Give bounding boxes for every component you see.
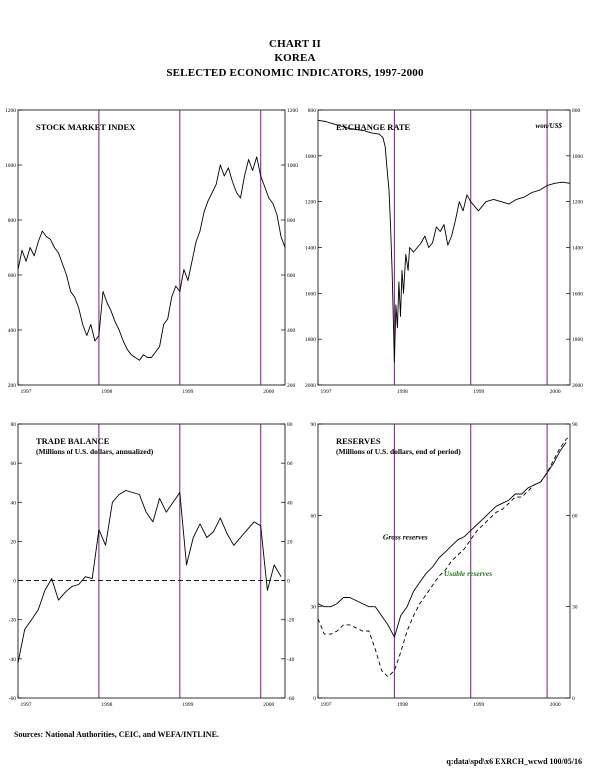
y-tick-label-left: 1000 — [305, 154, 316, 160]
x-tick-label: 1997 — [21, 389, 32, 395]
x-tick-label: 1997 — [321, 702, 332, 708]
y-tick-label-right: 60 — [287, 461, 293, 467]
plot-frame — [17, 423, 286, 699]
panel-title: RESERVES — [336, 436, 381, 446]
panel-subtitle: (Millions of U.S. dollars, end of period… — [336, 447, 461, 456]
y-tick-label-left: 20 — [11, 539, 17, 545]
y-tick-label-right: 600 — [287, 273, 296, 279]
plot-frame — [317, 423, 571, 699]
panel-title: EXCHANGE RATE — [336, 122, 411, 132]
plot-frame — [17, 109, 286, 386]
x-tick-label: 1998 — [397, 702, 408, 708]
x-tick-label: 2000 — [263, 389, 274, 395]
y-tick-label-right: 20 — [287, 539, 293, 545]
y-tick-label-left: 80 — [11, 422, 17, 428]
y-tick-label-right: 1000 — [572, 154, 583, 160]
x-tick-label: 1999 — [182, 389, 193, 395]
series-label: Gross reserves — [383, 533, 428, 542]
y-tick-label-right: 1800 — [572, 337, 583, 343]
series-line-reserves-0 — [317, 442, 567, 638]
y-tick-label-right: 1600 — [572, 291, 583, 297]
y-tick-label-left: -20 — [9, 618, 17, 624]
plot-frame — [317, 109, 571, 386]
chart-main-title-line1: CHART II — [268, 38, 322, 50]
x-tick-label: 2000 — [263, 702, 274, 708]
y-tick-label-left: 30 — [311, 605, 317, 611]
y-tick-label-right: 60 — [572, 513, 578, 519]
sources-footnote: Sources: National Authorities, CEIC, and… — [14, 730, 219, 739]
panel-title: STOCK MARKET INDEX — [36, 122, 136, 132]
x-tick-label: 2000 — [550, 702, 561, 708]
y-tick-label-right: -40 — [287, 657, 295, 663]
y-tick-label-left: 400 — [8, 328, 17, 334]
x-tick-label: 1999 — [473, 702, 484, 708]
y-tick-label-right: 40 — [287, 500, 293, 506]
y-tick-label-left: 90 — [311, 422, 317, 428]
file-reference: q:data\spd\x6 EXRCH_wcwd 100/05/16 — [446, 757, 582, 766]
y-tick-label-left: 60 — [11, 461, 17, 467]
y-tick-label-right: -60 — [287, 696, 295, 702]
y-tick-label-left: 800 — [308, 108, 317, 114]
x-tick-label: 1998 — [397, 389, 408, 395]
y-tick-label-right: 30 — [572, 605, 578, 611]
y-tick-label-left: 800 — [8, 218, 17, 224]
y-tick-label-left: 0 — [313, 696, 316, 702]
y-tick-label-left: 0 — [13, 579, 16, 585]
series-line-trade-0 — [17, 490, 282, 663]
y-tick-label-left: -40 — [9, 657, 17, 663]
y-tick-label-left: -60 — [9, 696, 17, 702]
x-tick-label: 1997 — [21, 702, 32, 708]
y-tick-label-right: 800 — [572, 108, 581, 114]
x-tick-label: 1999 — [182, 702, 193, 708]
y-tick-label-left: 1600 — [305, 291, 316, 297]
y-tick-label-right: 2000 — [572, 383, 583, 389]
y-tick-label-right: 1200 — [572, 200, 583, 206]
y-tick-label-left: 1800 — [305, 337, 316, 343]
y-tick-label-left: 1000 — [5, 163, 16, 169]
y-tick-label-left: 40 — [11, 500, 17, 506]
chart-main-title-line2: KOREA — [274, 52, 316, 64]
y-tick-label-left: 1200 — [5, 108, 16, 114]
y-tick-label-left: 2000 — [305, 383, 316, 389]
y-tick-label-left: 1200 — [305, 200, 316, 206]
y-tick-label-right: 0 — [572, 696, 575, 702]
y-tick-label-right: 1200 — [287, 108, 298, 114]
y-tick-label-right: -20 — [287, 618, 295, 624]
x-tick-label: 1999 — [473, 389, 484, 395]
x-tick-label: 1997 — [321, 389, 332, 395]
y-tick-label-right: 90 — [572, 422, 578, 428]
x-tick-label: 1998 — [101, 389, 112, 395]
panel-subtitle: (Millions of U.S. dollars, annualized) — [36, 447, 154, 456]
series-label: Usable reserves — [444, 569, 492, 578]
chart-main-title-line3: SELECTED ECONOMIC INDICATORS, 1997-2000 — [166, 67, 424, 79]
chart-panel-reserves: 90 90 60 60 30 30 0 0 1997 1998 1999 2000 RESERVES(M… — [311, 422, 578, 708]
y-tick-label-right: 800 — [287, 218, 296, 224]
x-tick-label: 1998 — [101, 702, 112, 708]
series-line-exchange-0 — [317, 119, 571, 363]
y-tick-label-left: 1400 — [305, 246, 316, 252]
y-tick-label-left: 600 — [8, 273, 17, 279]
y-tick-label-right: 0 — [287, 579, 290, 585]
series-line-reserves-1 — [317, 435, 571, 678]
series-line-stock-0 — [17, 156, 286, 361]
y-tick-label-right: 200 — [287, 383, 296, 389]
chart-panel-stock: 1200 1200 1000 1000 800 800 600 600 400 400 200 200… — [5, 108, 298, 395]
y-tick-label-left: 60 — [311, 513, 317, 519]
y-tick-label-right: 80 — [287, 422, 293, 428]
x-tick-label: 2000 — [550, 389, 561, 395]
y-tick-label-left: 200 — [8, 383, 17, 389]
chart-panel-exchange: 800 800 1000 1000 1200 1200 1400 1400 1600 1600 18… — [305, 108, 583, 395]
y-tick-label-right: 1000 — [287, 163, 298, 169]
panel-title: TRADE BALANCE — [36, 436, 110, 446]
unit-label: won/US$ — [536, 122, 563, 130]
y-tick-label-right: 1400 — [572, 246, 583, 252]
y-tick-label-right: 400 — [287, 328, 296, 334]
